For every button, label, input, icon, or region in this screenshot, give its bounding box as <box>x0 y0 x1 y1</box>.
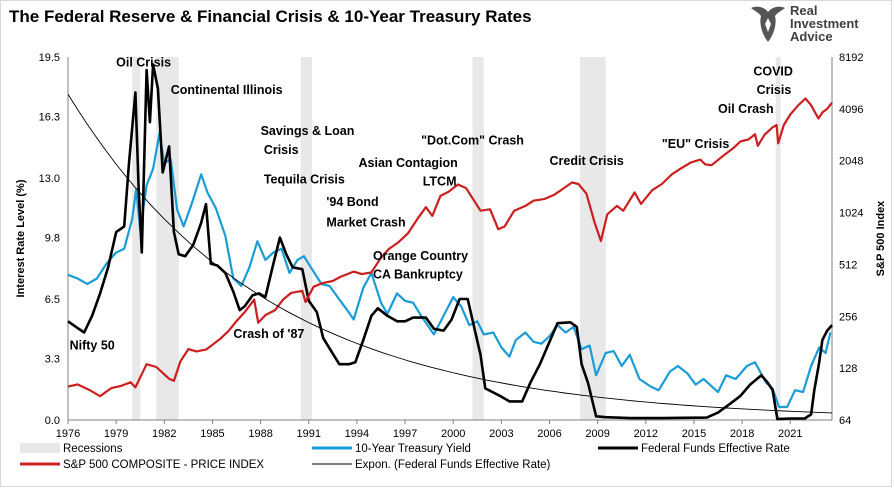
recession-band <box>472 57 484 420</box>
y-tick-label: 0.0 <box>45 415 60 427</box>
annotation-label: Crisis <box>264 143 299 157</box>
y-tick-label: 9.8 <box>45 233 60 245</box>
legend-label: Expon. (Federal Funds Effective Rate) <box>355 459 551 471</box>
annotation-label: Oil Crisis <box>116 55 171 69</box>
annotation-label: Asian Contagion <box>359 156 458 170</box>
x-tick-label: 1985 <box>200 428 224 440</box>
annotation-label: Orange Country <box>373 249 468 263</box>
x-tick-label: 2000 <box>441 428 465 440</box>
annotation-label: Crisis <box>757 83 792 97</box>
x-tick-label: 1982 <box>152 428 176 440</box>
brand-logo: Real Investment Advice <box>748 2 888 46</box>
annotation-label: LTCM <box>423 174 457 188</box>
legend-label: 10-Year Treasury Yield <box>355 443 471 455</box>
y2-tick-label: 256 <box>839 311 857 323</box>
recession-bands <box>132 57 781 420</box>
annotation-label: CA Bankruptcy <box>373 268 463 282</box>
legend-swatch <box>20 443 60 453</box>
brand-line-3: Advice <box>790 29 833 44</box>
x-tick-label: 2021 <box>778 428 802 440</box>
legend-label: Recessions <box>63 443 123 455</box>
y-tick-label: 13.0 <box>39 173 60 185</box>
legend-label: Federal Funds Effective Rate <box>641 443 790 455</box>
x-tick-label: 1994 <box>345 428 369 440</box>
y-tick-label: 3.3 <box>45 354 60 366</box>
y2-tick-label: 512 <box>839 259 857 271</box>
chart-title: The Federal Reserve & Financial Crisis &… <box>9 7 532 26</box>
trendline-expon-fed-funds <box>67 93 833 414</box>
y2-tick-label: 1024 <box>839 208 863 220</box>
x-tick-label: 1991 <box>297 428 321 440</box>
y2-axis-title: S&P 500 Index <box>875 200 887 276</box>
annotation-label: Nifty 50 <box>70 338 115 352</box>
annotation-label: "Dot.Com" Crash <box>421 133 524 147</box>
x-tick-label: 1979 <box>104 428 128 440</box>
recession-band <box>132 57 141 420</box>
annotation-label: Crash of '87 <box>233 327 304 341</box>
y-axis-title: Interest Rate Level (%) <box>15 179 27 297</box>
sp500-line <box>67 97 833 398</box>
annotation-label: Credit Crisis <box>550 154 624 168</box>
x-tick-label: 1997 <box>393 428 417 440</box>
annotation-label: COVID <box>753 65 793 79</box>
brand-text: Real Investment Advice <box>790 4 859 43</box>
y2-tick-label: 4096 <box>839 104 863 116</box>
x-tick-label: 1988 <box>248 428 272 440</box>
recession-band <box>775 57 781 420</box>
x-tick-label: 2015 <box>682 428 706 440</box>
y2-tick-label: 128 <box>839 363 857 375</box>
annotation-label: Market Crash <box>326 215 405 229</box>
brand-line-1: Real <box>790 3 818 18</box>
y2-tick-label: 64 <box>839 415 851 427</box>
y-tick-label: 6.5 <box>45 294 60 306</box>
legend-label: S&P 500 COMPOSITE - PRICE INDEX <box>63 459 264 471</box>
y-tick-label: 16.3 <box>39 112 60 124</box>
x-tick-label: 2006 <box>537 428 561 440</box>
x-tick-label: 2018 <box>730 428 754 440</box>
y2-tick-label: 2048 <box>839 156 863 168</box>
x-tick-label: 2003 <box>489 428 513 440</box>
series-lines <box>67 63 833 421</box>
treasury-10y-line <box>67 132 832 409</box>
annotation-label: Tequila Crisis <box>264 173 345 187</box>
x-tick-label: 2009 <box>585 428 609 440</box>
axes: 1976 1979 1982 1985 1988 1991 1994 1997 2000 2003… <box>15 52 887 440</box>
annotation-label: Continental Illinois <box>171 83 283 97</box>
legend: Recessions 10-Year Treasury Yield Federal … <box>20 443 790 471</box>
brand-line-2: Investment <box>790 16 859 31</box>
annotation-label: "EU" Crisis <box>662 137 729 151</box>
annotation-label: Oil Crash <box>718 102 774 116</box>
annotation-label: Savings & Loan <box>261 124 355 138</box>
y-tick-label: 19.5 <box>39 52 60 64</box>
y2-tick-label: 8192 <box>839 52 863 64</box>
recession-band <box>300 57 312 420</box>
annotation-label: '94 Bond <box>326 195 378 209</box>
fed-funds-line <box>67 63 833 421</box>
x-tick-label: 1976 <box>56 428 80 440</box>
x-tick-label: 2012 <box>634 428 658 440</box>
bull-head-icon <box>751 6 785 42</box>
